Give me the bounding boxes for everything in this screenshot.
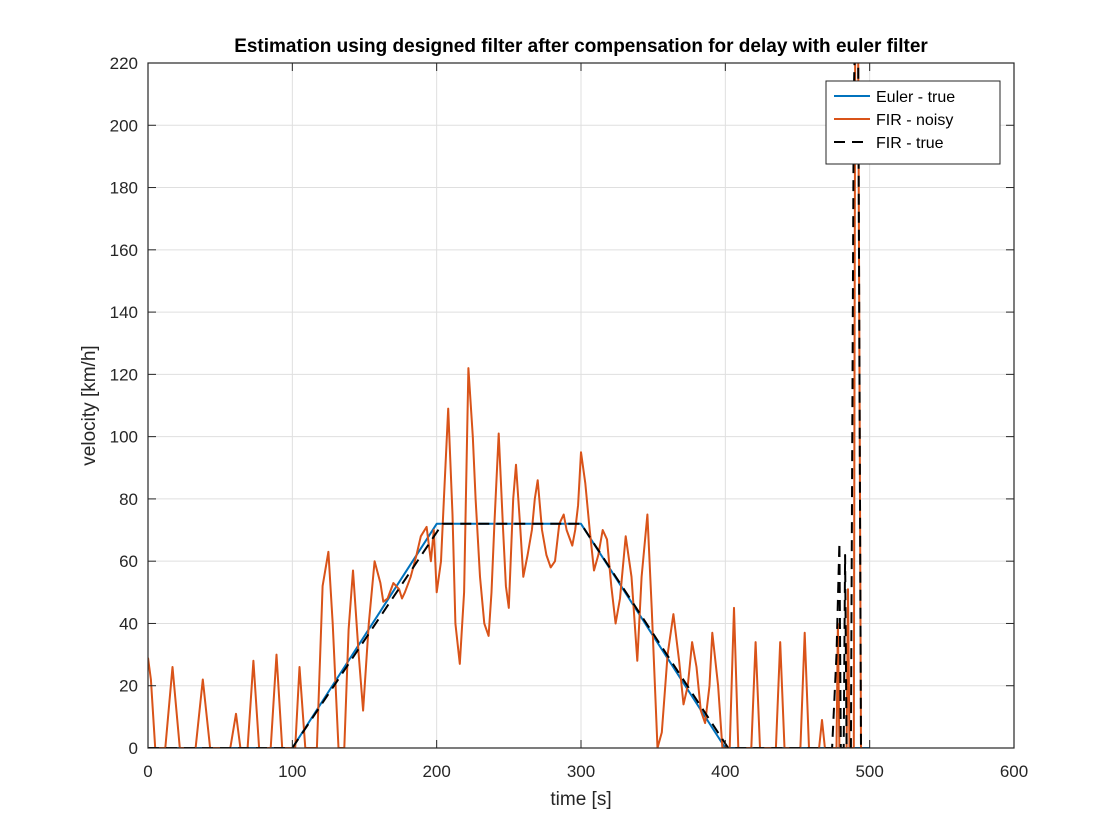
legend-label: Euler - true [876, 89, 955, 106]
chart-title: Estimation using designed filter after c… [234, 36, 928, 57]
y-tick-label: 0 [129, 739, 138, 758]
series-line-1 [148, 63, 863, 748]
series-line-0 [148, 522, 870, 748]
y-axis-title: velocity [km/h] [79, 345, 100, 465]
y-tick-label: 120 [110, 365, 138, 384]
y-tick-label: 200 [110, 116, 138, 135]
y-tick-label: 220 [110, 54, 138, 73]
x-tick-label: 400 [711, 762, 739, 781]
legend-label: FIR - noisy [876, 112, 953, 129]
x-tick-label: 600 [1000, 762, 1028, 781]
legend-box [825, 80, 1001, 165]
y-tick-label: 20 [119, 677, 138, 696]
y-tick-label: 40 [119, 614, 138, 633]
legend: Euler - true FIR - noisy FIR - true [825, 80, 1001, 165]
x-tick-label: 300 [567, 762, 595, 781]
x-tick-label: 0 [143, 762, 152, 781]
y-tick-label: 160 [110, 241, 138, 260]
x-axis-title: time [s] [550, 789, 611, 810]
data-series [148, 63, 870, 748]
plot-frame [147, 62, 1015, 749]
tick-labels: 0 100 200 300 400 500 600 0 20 40 60 80 100 120 140 160… [110, 54, 1029, 781]
y-tick-label: 140 [110, 303, 138, 322]
x-tick-label: 500 [855, 762, 883, 781]
y-tick-label: 180 [110, 179, 138, 198]
x-tick-label: 200 [422, 762, 450, 781]
series-line-2 [148, 63, 863, 748]
axes [147, 62, 1015, 749]
legend-label: FIR - true [876, 135, 944, 152]
y-tick-label: 80 [119, 490, 138, 509]
x-tick-label: 100 [278, 762, 306, 781]
y-tick-label: 100 [110, 428, 138, 447]
y-tick-label: 60 [119, 552, 138, 571]
